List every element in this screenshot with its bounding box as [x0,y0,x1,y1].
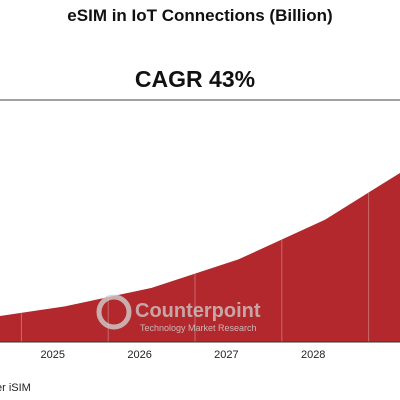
watermark-logo-icon [96,294,132,330]
x-tick-label: 2026 [127,349,151,361]
watermark-name: Counterpoint [135,300,261,322]
chart-title: eSIM in IoT Connections (Billion) [67,6,333,25]
watermark-tagline: Technology Market Research [140,323,257,333]
area-series [0,172,400,342]
x-tick-label: 2027 [214,349,238,361]
x-tick-label: 2028 [301,349,325,361]
x-tick-label: 2025 [41,349,65,361]
cagr-annotation: CAGR 43% [134,66,256,92]
footnote-text: er iSIM [0,382,31,394]
